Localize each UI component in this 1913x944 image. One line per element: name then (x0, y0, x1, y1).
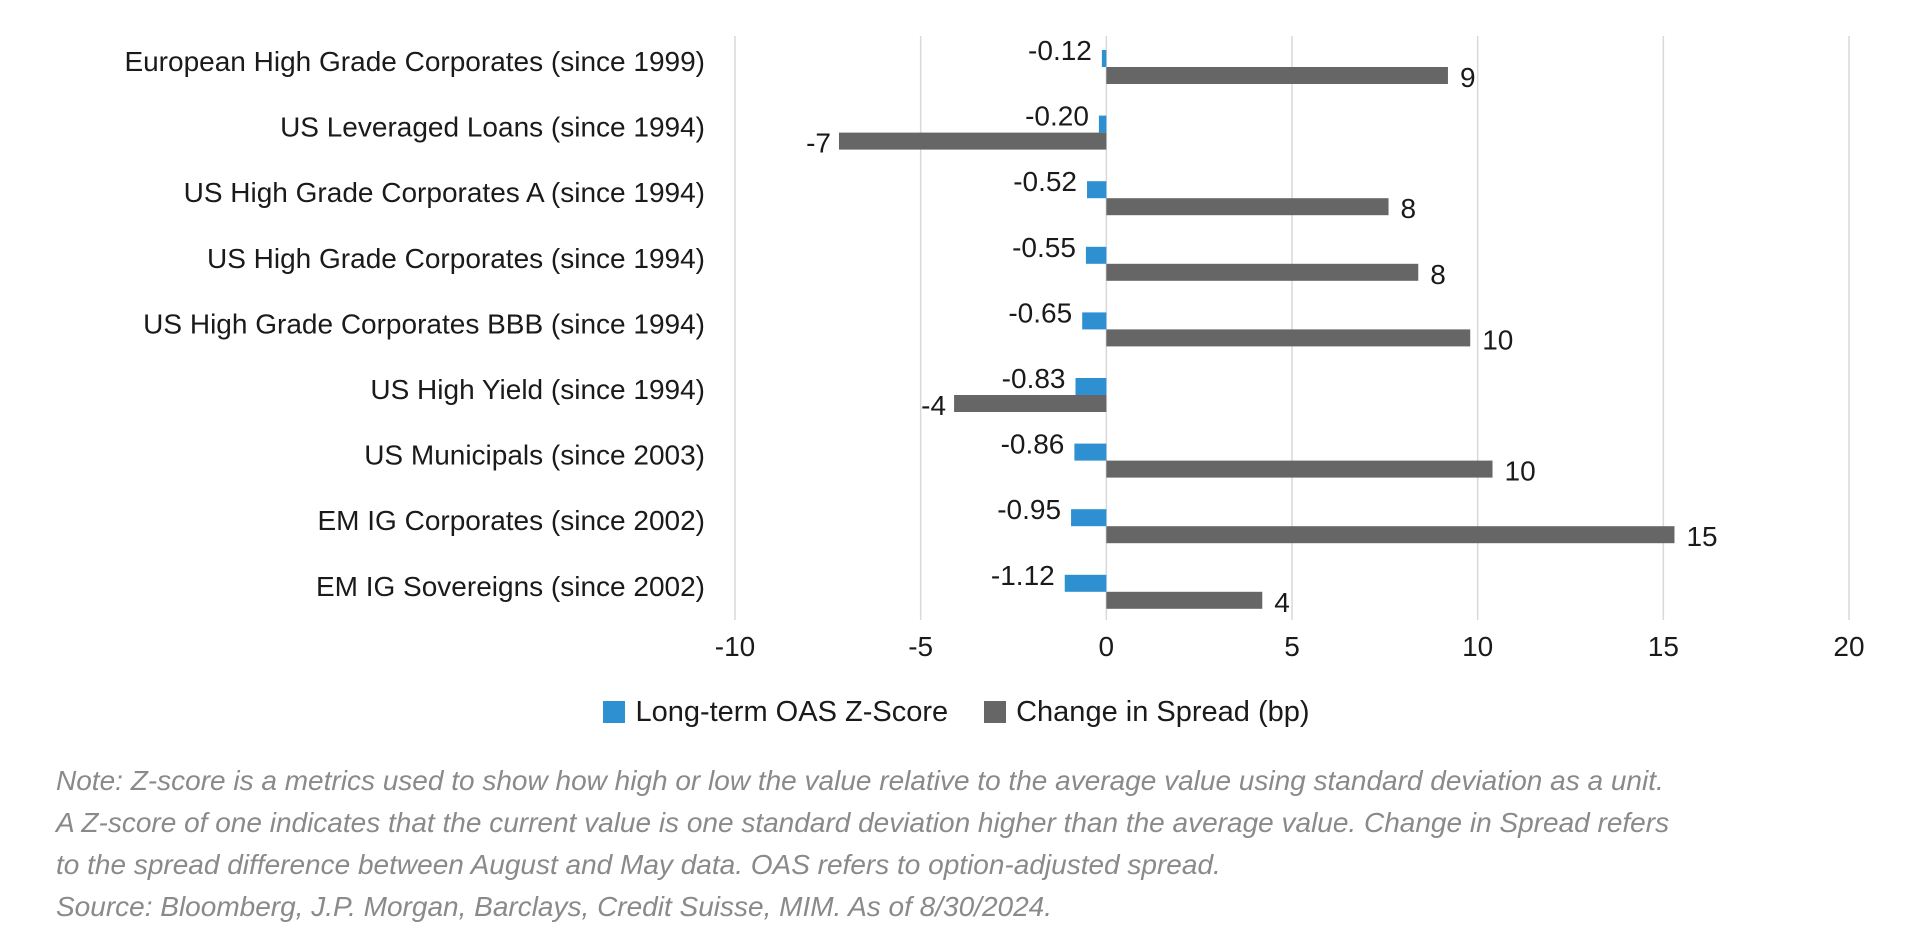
x-tick-label: -5 (908, 631, 933, 662)
legend-item-spread: Change in Spread (bp) (984, 695, 1310, 729)
spread-bar (1106, 329, 1471, 347)
legend-item-zscore: Long-term OAS Z-Score (603, 696, 948, 729)
chart-notes: Note: Z-score is a metrics used to show … (56, 760, 1896, 928)
category-label: US High Yield (since 1994) (370, 374, 705, 405)
legend-label-zscore: Long-term OAS Z-Score (635, 695, 949, 728)
x-tick-label: 15 (1648, 631, 1679, 662)
spread-bar (954, 395, 1107, 412)
spread-bar (1106, 67, 1448, 84)
spread-data-label: 8 (1401, 193, 1417, 224)
category-label: European High Grade Corporates (since 19… (124, 46, 705, 77)
zscore-bar (1098, 115, 1107, 133)
zscore-bar (1082, 312, 1107, 330)
source-line: Source: Bloomberg, J.P. Morgan, Barclays… (56, 891, 1053, 922)
x-tick-label: 20 (1833, 631, 1864, 662)
category-label: EM IG Sovereigns (since 2002) (316, 571, 705, 602)
spread-data-label: -7 (806, 128, 831, 159)
legend: Long-term OAS Z-Score Change in Spread (… (0, 692, 1913, 732)
spread-data-label: 9 (1460, 62, 1476, 93)
category-label: EM IG Corporates (since 2002) (318, 505, 706, 536)
note-line: to the spread difference between August … (56, 849, 1221, 880)
data-labels: -0.12 9 -0.20 -7 -0.52 8 -0.55 8 -0.65 10 -0.83 -4 -… (806, 35, 1718, 618)
x-tick-label: -10 (715, 631, 755, 662)
zscore-data-label: -0.65 (1008, 297, 1072, 328)
spread-bar (1106, 460, 1493, 478)
spread-data-label: 4 (1274, 587, 1290, 618)
zscore-data-label: -0.52 (1013, 166, 1077, 197)
zscore-bar (1074, 443, 1107, 461)
category-label: US High Grade Corporates A (since 1994) (184, 177, 705, 208)
legend-swatch-zscore (603, 701, 626, 723)
spread-bar (1106, 198, 1389, 216)
x-tick-label: 0 (1099, 631, 1115, 662)
zscore-bar (1071, 509, 1107, 527)
zscore-bar (1075, 378, 1107, 395)
zscore-bar (1087, 181, 1107, 199)
zscore-data-label: -1.12 (991, 560, 1055, 591)
zscore-data-label: -0.95 (997, 494, 1061, 525)
category-label: US High Grade Corporates (since 1994) (207, 243, 705, 274)
zscore-bar (1101, 50, 1107, 67)
spread-data-label: 15 (1686, 521, 1717, 552)
zscore-data-label: -0.86 (1001, 429, 1065, 460)
spread-bar (1106, 263, 1419, 281)
bars (838, 50, 1675, 609)
note-line: Note: Z-score is a metrics used to show … (56, 765, 1664, 796)
note-line: A Z-score of one indicates that the curr… (56, 807, 1670, 838)
x-tick-label: 5 (1284, 631, 1300, 662)
spread-bar (838, 132, 1107, 150)
zscore-data-label: -0.12 (1028, 35, 1092, 66)
spread-data-label: -4 (921, 390, 946, 421)
spread-data-label: 10 (1482, 324, 1513, 355)
legend-swatch-spread (984, 701, 1007, 723)
zscore-data-label: -0.55 (1012, 232, 1076, 263)
x-axis-ticks: -10 -5 0 5 10 15 20 (715, 631, 1865, 662)
zscore-data-label: -0.20 (1025, 101, 1089, 132)
category-label: US Leveraged Loans (since 1994) (280, 112, 705, 143)
category-labels: European High Grade Corporates (since 19… (124, 46, 705, 602)
spread-bar (1106, 591, 1263, 609)
bar-chart: -0.12 9 -0.20 -7 -0.52 8 -0.55 8 -0.65 10 -0.83 -4 -… (124, 35, 1865, 662)
zscore-bar (1085, 246, 1107, 264)
spread-data-label: 10 (1505, 456, 1536, 487)
x-tick-label: 10 (1462, 631, 1493, 662)
zscore-data-label: -0.83 (1002, 363, 1066, 394)
legend-label-spread: Change in Spread (bp) (1016, 695, 1310, 728)
category-label: US High Grade Corporates BBB (since 1994… (143, 308, 705, 339)
spread-data-label: 8 (1430, 259, 1446, 290)
category-label: US Municipals (since 2003) (364, 440, 705, 471)
spread-bar (1106, 526, 1675, 544)
zscore-bar (1064, 574, 1107, 592)
